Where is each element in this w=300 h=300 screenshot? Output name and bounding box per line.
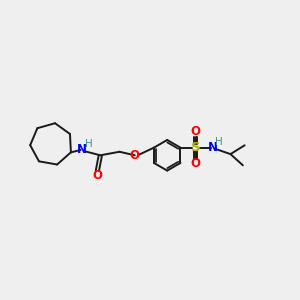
Text: H: H [85, 139, 92, 149]
Text: O: O [191, 125, 201, 138]
Text: H: H [215, 137, 223, 147]
Text: N: N [208, 141, 218, 154]
Text: O: O [92, 169, 102, 182]
Text: N: N [77, 143, 87, 157]
Text: O: O [130, 149, 140, 162]
Text: S: S [191, 141, 201, 154]
Text: O: O [191, 157, 201, 170]
